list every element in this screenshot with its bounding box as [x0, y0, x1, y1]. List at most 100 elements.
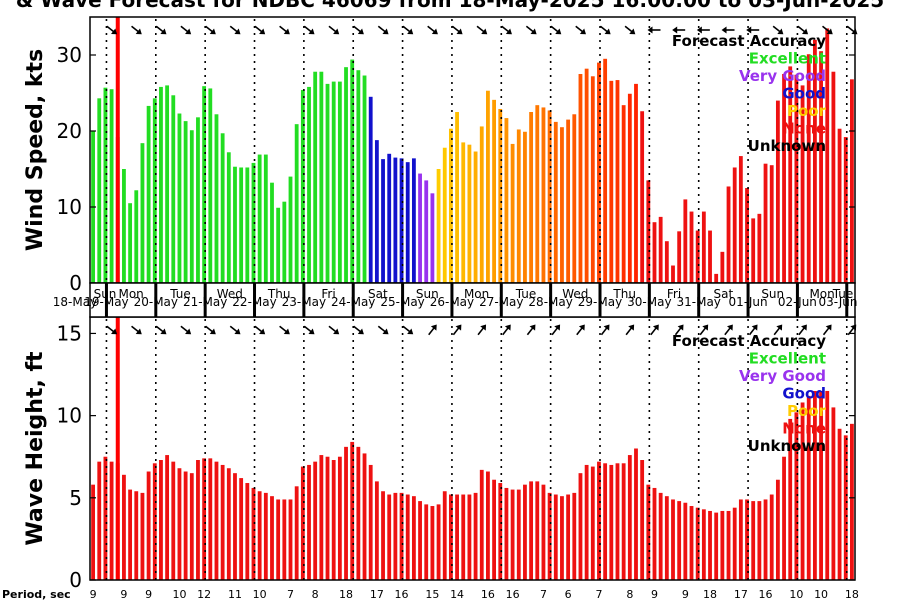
day-date: 24-May	[331, 295, 375, 309]
direction-arrow-icon	[131, 325, 142, 335]
wind-bar	[819, 51, 823, 284]
wind-bar	[448, 128, 453, 283]
wave-bar	[202, 458, 207, 580]
day-date: 29-May	[578, 295, 622, 309]
direction-arrow-icon	[428, 324, 437, 336]
wind-bar	[140, 143, 145, 283]
direction-arrow-icon	[303, 325, 315, 335]
wind-bar	[288, 176, 293, 283]
wave-bar	[664, 496, 669, 580]
date-strip-frame	[89, 282, 856, 318]
wave-bar	[282, 499, 287, 580]
date-divider	[647, 283, 651, 317]
wind-bar	[627, 93, 632, 283]
direction-arrow-icon	[748, 324, 758, 336]
wind-bar	[492, 99, 496, 283]
wave-bar	[362, 453, 367, 580]
direction-arrow-icon	[254, 25, 266, 35]
wave-bar	[763, 499, 768, 580]
wave-bar	[356, 446, 361, 580]
legend-item: Unknown	[748, 137, 826, 155]
wave-bar	[788, 418, 793, 580]
wind-bar	[134, 190, 139, 283]
day-date: 21-May	[183, 295, 227, 309]
day-name: Tue	[515, 287, 537, 301]
wave-bar	[732, 507, 737, 580]
direction-arrow-icon	[696, 26, 710, 34]
legend-item: Good	[782, 85, 826, 103]
direction-arrow-icon	[452, 324, 462, 336]
wave-bar	[122, 474, 126, 580]
direction-arrow-icon	[229, 25, 241, 35]
wave-bar	[251, 487, 256, 580]
legend-item: Very Good	[739, 367, 826, 385]
wind-bar	[788, 66, 793, 284]
wave-bar	[165, 455, 170, 580]
day-date: 23-May	[282, 295, 326, 309]
day-date: 20-May	[134, 295, 178, 309]
wave-bar	[257, 491, 262, 580]
wave-bar	[726, 510, 731, 580]
wind-bar	[196, 117, 200, 283]
wave-bar	[751, 501, 756, 580]
y-tick-label: 30	[57, 43, 82, 67]
period-value: 7	[287, 588, 294, 600]
day-name: Fri	[667, 287, 681, 301]
wave-bar	[492, 479, 496, 580]
legend-item: Excellent	[749, 350, 826, 368]
wave-bar	[97, 461, 102, 580]
wind-panel: 0 10 20 30 Wind Speed, kts Forecast AccuracyE…	[23, 16, 858, 295]
wave-bar	[720, 510, 725, 580]
wind-bar	[763, 163, 768, 283]
day-name: Mon	[118, 287, 143, 301]
wave-bar	[196, 460, 200, 580]
day-name: Sun	[761, 287, 784, 301]
period-value: 16	[395, 588, 409, 600]
wave-bar	[671, 499, 675, 580]
direction-arrow-icon	[798, 324, 807, 336]
date-divider	[302, 283, 306, 317]
wave-bar	[775, 479, 780, 580]
wind-bar	[850, 79, 854, 283]
wave-bar	[504, 487, 509, 580]
period-value: 8	[312, 588, 319, 600]
wind-bar	[584, 68, 589, 284]
wave-bar	[233, 473, 237, 580]
wind-bar	[831, 71, 836, 283]
wave-bar	[819, 390, 823, 580]
date-divider	[401, 283, 405, 317]
period-label: Period, sec	[2, 588, 71, 600]
y-tick-label: 10	[57, 195, 82, 219]
direction-arrow-icon	[328, 325, 340, 335]
direction-arrow-icon	[599, 25, 611, 35]
wind-bar	[344, 67, 348, 283]
y-tick-label: 20	[57, 119, 82, 143]
wave-bar	[411, 496, 416, 580]
date-divider	[598, 283, 602, 317]
wind-bar	[424, 180, 429, 283]
date-divider	[450, 283, 454, 317]
legend-item: Very Good	[739, 67, 826, 85]
wave-bar	[208, 458, 213, 580]
wind-bar	[337, 81, 342, 283]
wind-bar	[695, 230, 700, 283]
day-name: Thu	[612, 287, 636, 301]
wind-bar	[640, 111, 645, 284]
legend-item: Poor	[787, 402, 827, 420]
period-value: 16	[481, 588, 495, 600]
period-value: 12	[197, 588, 211, 600]
wave-bar	[350, 441, 355, 580]
direction-arrow-icon	[699, 324, 709, 336]
direction-arrow-icon	[672, 26, 686, 34]
day-name: Mon	[809, 287, 834, 301]
wave-bar	[276, 499, 281, 580]
wave-bar	[467, 494, 472, 580]
wind-bar	[393, 157, 398, 283]
direction-arrow-icon	[576, 324, 585, 336]
day-name: Sat	[714, 287, 734, 301]
wave-bar	[245, 483, 250, 580]
wave-bar	[226, 468, 231, 580]
wind-bar	[381, 159, 385, 283]
wave-bar	[424, 504, 429, 580]
wave-bar	[529, 481, 534, 581]
